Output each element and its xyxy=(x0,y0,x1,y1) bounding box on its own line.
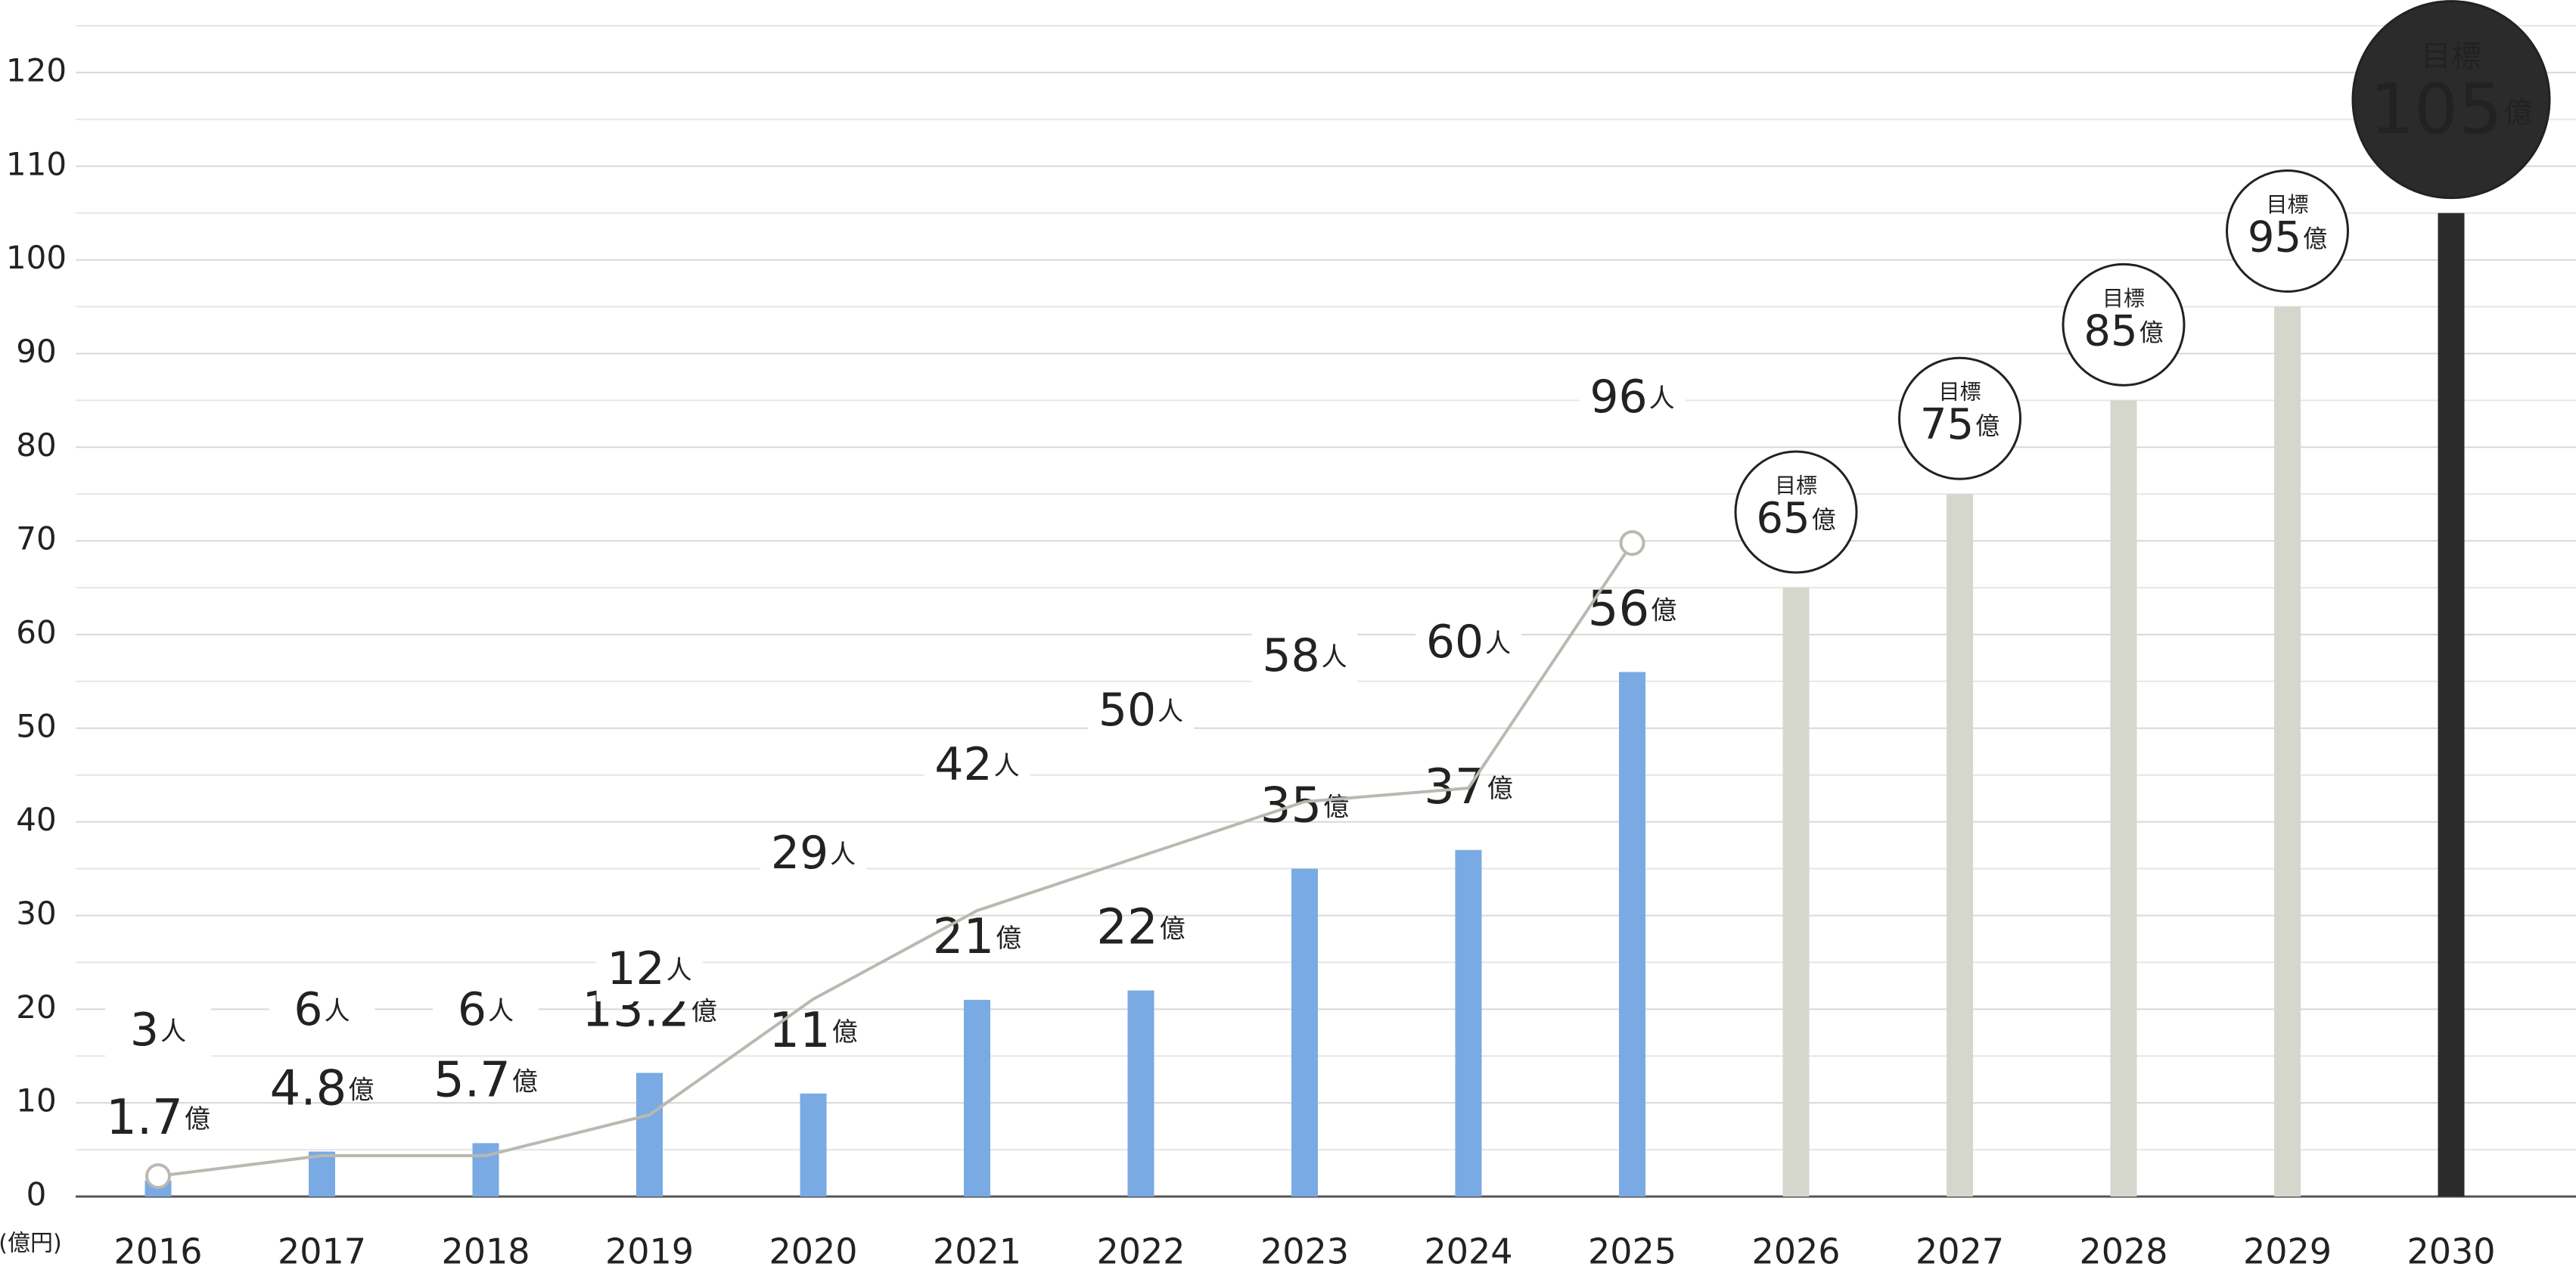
line-end-marker xyxy=(1619,530,1645,556)
bar-value-label: 5.7億 xyxy=(433,1052,538,1108)
bar-value-label: 4.8億 xyxy=(270,1060,374,1116)
label-background xyxy=(924,737,1030,797)
bar-value-label: 22億 xyxy=(1096,899,1185,955)
target-label: 目標 xyxy=(2266,192,2308,217)
bar-value-label: 56億 xyxy=(1588,581,1676,637)
target-value-label: 105億 xyxy=(2369,70,2533,151)
label-background xyxy=(760,825,866,886)
bar xyxy=(1782,588,1810,1197)
y-tick-label: 60 xyxy=(16,613,56,650)
bar xyxy=(2110,400,2137,1197)
x-tick-label: 2017 xyxy=(278,1231,366,1272)
y-tick-label: 100 xyxy=(6,239,67,276)
label-background xyxy=(269,982,375,1042)
x-tick-label: 2025 xyxy=(1588,1231,1676,1272)
line-end-marker xyxy=(145,1163,171,1189)
bar-value-label: 21億 xyxy=(933,909,1021,965)
x-tick-label: 2022 xyxy=(1096,1231,1185,1272)
x-tick-label: 2023 xyxy=(1260,1231,1349,1272)
bar xyxy=(1127,990,1154,1197)
bar xyxy=(309,1151,335,1197)
bar xyxy=(636,1072,663,1197)
line-value-label: 42人 xyxy=(934,738,1019,791)
y-tick-label: 120 xyxy=(6,51,67,88)
bar xyxy=(1455,849,1482,1197)
bar xyxy=(1947,494,1973,1197)
y-tick-label: 70 xyxy=(16,520,56,557)
x-tick-label: 2016 xyxy=(113,1231,202,1272)
y-tick-label: 110 xyxy=(6,145,67,182)
x-tick-label: 2030 xyxy=(2407,1231,2495,1272)
target-label: 目標 xyxy=(1775,473,1817,498)
line-value-label: 58人 xyxy=(1262,629,1347,682)
y-tick-label: 0 xyxy=(26,1176,47,1213)
bar-value-label: 35億 xyxy=(1260,778,1349,833)
y-tick-label: 10 xyxy=(16,1082,56,1119)
label-background xyxy=(105,1002,211,1063)
target-value-label: 95億 xyxy=(2248,213,2327,262)
target-badge xyxy=(2062,262,2186,386)
label-background xyxy=(1579,369,1686,430)
target-badge xyxy=(1734,450,1858,574)
label-background xyxy=(1415,614,1521,675)
label-background xyxy=(1088,682,1194,743)
line-value-label: 3人 xyxy=(130,1004,186,1057)
line-value-label: 60人 xyxy=(1426,616,1511,669)
y-tick-label: 20 xyxy=(16,989,56,1026)
y-tick-label: 30 xyxy=(16,895,56,932)
label-background xyxy=(596,941,703,1001)
target-badge xyxy=(2351,0,2551,200)
target-badge xyxy=(1898,356,2021,480)
target-label: 目標 xyxy=(2421,39,2481,74)
y-tick-label: 90 xyxy=(16,333,56,370)
x-tick-label: 2028 xyxy=(2079,1231,2167,1272)
x-tick-label: 2029 xyxy=(2243,1231,2332,1272)
people-line xyxy=(157,542,1634,1178)
y-tick-label: 40 xyxy=(16,801,56,838)
bar xyxy=(1619,672,1645,1197)
line-value-label: 29人 xyxy=(771,827,856,880)
bar xyxy=(2274,306,2301,1197)
bar-value-label: 1.7億 xyxy=(106,1090,210,1146)
x-tick-label: 2027 xyxy=(1916,1231,2004,1272)
x-tick-label: 2018 xyxy=(441,1231,530,1272)
y-tick-label: 50 xyxy=(16,707,56,744)
label-background xyxy=(433,982,539,1042)
bar xyxy=(472,1143,499,1197)
bar xyxy=(2438,213,2465,1197)
line-value-label: 6人 xyxy=(294,983,350,1036)
bar-value-label: 11億 xyxy=(769,1002,857,1058)
line-value-label: 50人 xyxy=(1098,684,1183,737)
target-value-label: 75億 xyxy=(1920,400,2000,449)
y-tick-label: 80 xyxy=(16,427,56,464)
x-tick-label: 2019 xyxy=(605,1231,694,1272)
line-value-label: 6人 xyxy=(458,983,514,1036)
x-tick-label: 2020 xyxy=(769,1231,857,1272)
y-unit-label: (億円) xyxy=(0,1231,62,1257)
target-badge xyxy=(2226,169,2349,293)
bar-value-label: 37億 xyxy=(1424,759,1512,815)
x-tick-label: 2026 xyxy=(1751,1231,1840,1272)
line-value-label: 12人 xyxy=(607,942,691,995)
target-value-label: 85億 xyxy=(2083,307,2163,356)
line-value-label: 96人 xyxy=(1589,371,1674,424)
x-tick-label: 2021 xyxy=(933,1231,1021,1272)
bar xyxy=(800,1093,827,1197)
bar xyxy=(964,999,990,1197)
label-background xyxy=(1251,628,1358,688)
target-value-label: 65億 xyxy=(1756,494,1835,543)
target-label: 目標 xyxy=(1938,380,1981,405)
bar xyxy=(1291,868,1318,1197)
x-tick-label: 2024 xyxy=(1424,1231,1512,1272)
target-label: 目標 xyxy=(2102,286,2145,311)
